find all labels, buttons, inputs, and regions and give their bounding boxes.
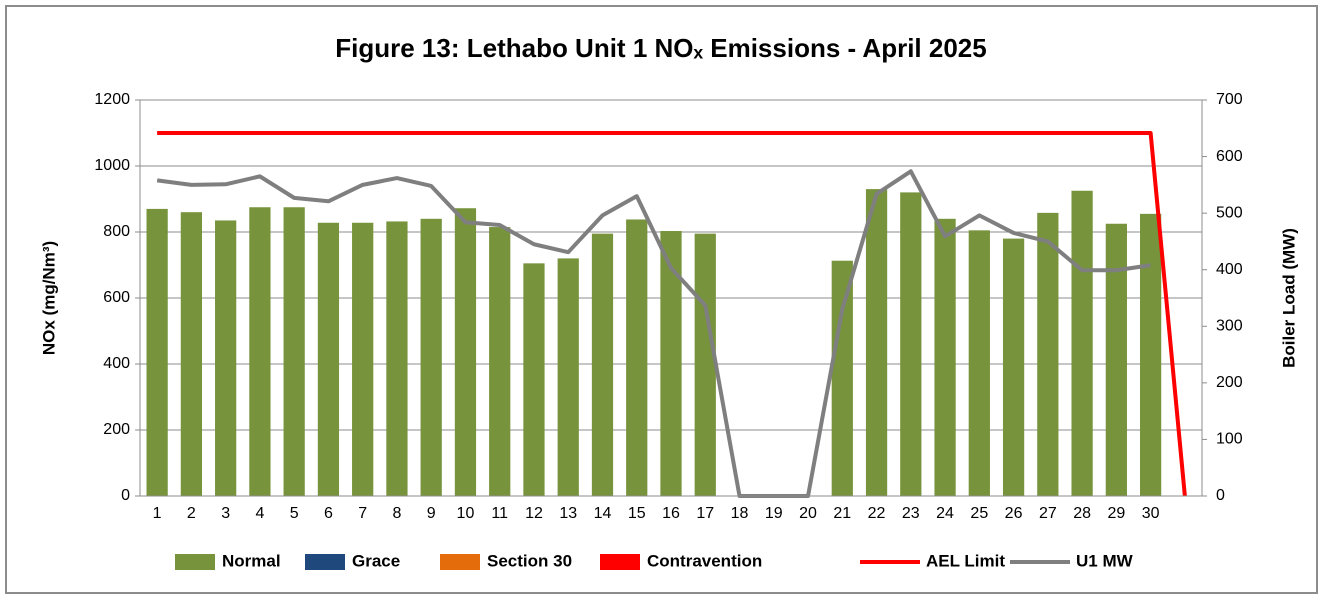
y-tick-label: 800 <box>103 223 130 240</box>
x-tick-label: 14 <box>594 505 612 522</box>
x-tick-label: 19 <box>765 505 783 522</box>
x-tick-label: 20 <box>799 505 817 522</box>
bar <box>283 207 305 496</box>
x-tick-label: 25 <box>970 505 988 522</box>
bar <box>900 192 922 496</box>
x-tick-label: 29 <box>1107 505 1125 522</box>
bar <box>1037 212 1059 497</box>
x-tick-label: 17 <box>696 505 714 522</box>
legend-label: Grace <box>352 551 400 570</box>
x-tick-label: 12 <box>525 505 543 522</box>
legend-label: Normal <box>222 551 281 570</box>
y-tick-label: 1000 <box>94 157 130 174</box>
legend-label: U1 MW <box>1076 551 1134 570</box>
y2-tick-label: 600 <box>1216 148 1243 165</box>
bar <box>591 233 614 496</box>
bar <box>626 219 648 496</box>
x-tick-label: 8 <box>392 505 401 522</box>
x-tick-label: 11 <box>491 505 508 522</box>
bar <box>865 189 888 496</box>
x-tick-label: 27 <box>1039 505 1057 522</box>
y2-tick-label: 300 <box>1216 318 1243 335</box>
bar <box>386 221 408 496</box>
bar <box>489 227 511 497</box>
x-tick-label: 6 <box>324 505 333 522</box>
bar <box>317 222 340 496</box>
x-tick-label: 21 <box>833 505 851 522</box>
y2-tick-label: 200 <box>1216 374 1243 391</box>
x-tick-label: 28 <box>1073 505 1091 522</box>
bar <box>420 218 442 497</box>
x-tick-label: 24 <box>936 505 954 522</box>
bar <box>1071 190 1093 496</box>
y2-tick-label: 700 <box>1216 91 1243 108</box>
legend-swatch <box>175 554 215 570</box>
bar <box>523 263 545 496</box>
bar <box>180 212 203 496</box>
y-tick-label: 200 <box>103 421 130 438</box>
bar <box>934 218 956 497</box>
legend-swatch <box>600 554 640 570</box>
bar <box>1105 223 1127 496</box>
bar <box>694 233 716 496</box>
x-tick-label: 13 <box>559 505 577 522</box>
x-tick-label: 10 <box>457 505 475 522</box>
y-tick-label: 1200 <box>94 91 130 108</box>
y2-tick-label: 400 <box>1216 261 1243 278</box>
bar <box>831 260 853 496</box>
y-tick-label: 600 <box>103 289 130 306</box>
x-tick-label: 30 <box>1142 505 1160 522</box>
x-tick-label: 1 <box>153 505 162 522</box>
line <box>157 131 1187 497</box>
bar <box>454 208 477 497</box>
line <box>156 169 1151 498</box>
x-tick-label: 26 <box>1005 505 1023 522</box>
x-tick-label: 23 <box>902 505 920 522</box>
bar <box>249 207 271 496</box>
x-tick-label: 3 <box>221 505 230 522</box>
legend-label: Section 30 <box>487 551 572 570</box>
x-tick-label: 15 <box>628 505 646 522</box>
bar <box>1139 213 1162 496</box>
x-tick-label: 2 <box>187 505 196 522</box>
x-tick-label: 18 <box>731 505 749 522</box>
y-axis-title: NOx (mg/Nm³) <box>39 241 58 355</box>
y2-tick-label: 0 <box>1216 487 1225 504</box>
legend-swatch <box>305 554 345 570</box>
bar <box>352 222 374 496</box>
bar <box>215 220 237 496</box>
x-tick-label: 4 <box>255 505 264 522</box>
x-tick-label: 22 <box>868 505 886 522</box>
x-tick-label: 9 <box>427 505 436 522</box>
bar <box>660 231 682 496</box>
y-tick-label: 400 <box>103 355 130 372</box>
y2-tick-label: 100 <box>1216 431 1243 448</box>
x-tick-label: 16 <box>662 505 680 522</box>
legend-label: AEL Limit <box>926 551 1005 570</box>
bar <box>557 258 579 496</box>
x-tick-label: 5 <box>290 505 299 522</box>
bar <box>1002 238 1025 496</box>
legend-label: Contravention <box>647 551 762 570</box>
bar <box>968 230 990 496</box>
bar <box>146 208 168 496</box>
y2-axis-title: Boiler Load (MW) <box>1279 228 1298 368</box>
y2-tick-label: 500 <box>1216 204 1243 221</box>
chart-title: Figure 13: Lethabo Unit 1 NOₓ Emissions … <box>335 33 986 63</box>
legend-swatch <box>440 554 480 570</box>
y-tick-label: 0 <box>121 487 130 504</box>
x-tick-label: 7 <box>358 505 367 522</box>
